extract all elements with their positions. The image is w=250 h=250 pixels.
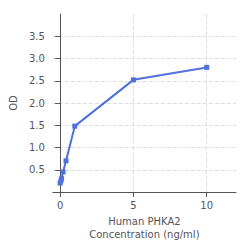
svg-text:3.0: 3.0	[29, 53, 45, 64]
svg-text:0: 0	[57, 200, 63, 211]
svg-text:2.0: 2.0	[29, 98, 45, 109]
svg-text:OD: OD	[8, 95, 19, 111]
svg-text:2.5: 2.5	[29, 75, 45, 86]
svg-text:Concentration (ng/ml): Concentration (ng/ml)	[89, 229, 199, 240]
svg-text:1.0: 1.0	[29, 142, 45, 153]
svg-text:10: 10	[200, 200, 213, 211]
svg-text:0.5: 0.5	[29, 164, 45, 175]
svg-text:1.5: 1.5	[29, 120, 45, 131]
svg-text:Human PHKA2: Human PHKA2	[108, 216, 180, 227]
svg-text:3.5: 3.5	[29, 31, 45, 42]
svg-text:5: 5	[130, 200, 136, 211]
